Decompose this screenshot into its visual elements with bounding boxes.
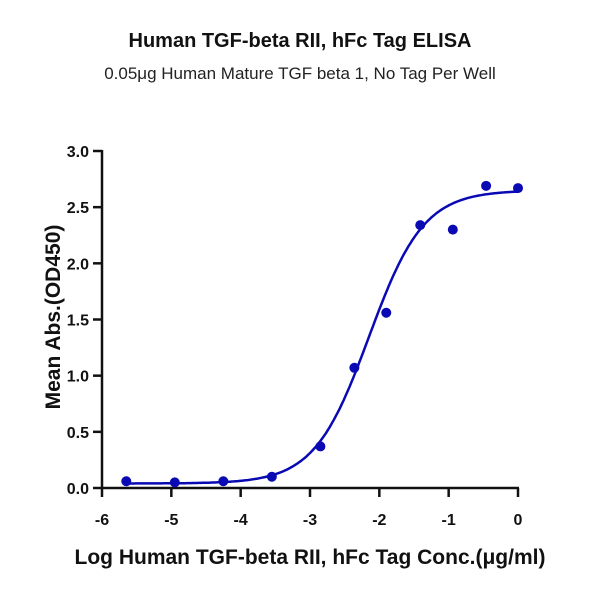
y-tick-label: 0.5 bbox=[67, 425, 89, 442]
data-point bbox=[481, 180, 492, 191]
chart-subtitle: 0.05μg Human Mature TGF beta 1, No Tag P… bbox=[104, 64, 496, 83]
data-point bbox=[121, 476, 132, 487]
data-point bbox=[447, 224, 458, 235]
data-point bbox=[266, 471, 277, 482]
x-tick-label: -2 bbox=[372, 512, 386, 529]
chart-title: Human TGF-beta RII, hFc Tag ELISA bbox=[128, 30, 472, 52]
y-tick-label: 0.0 bbox=[67, 481, 89, 498]
data-point bbox=[415, 220, 426, 231]
y-tick-label: 1.0 bbox=[67, 369, 89, 386]
x-axis-label: Log Human TGF-beta RII, hFc Tag Conc.(μg… bbox=[74, 546, 546, 569]
data-point bbox=[218, 476, 229, 487]
y-tick-label: 3.0 bbox=[67, 144, 89, 161]
data-point bbox=[169, 477, 180, 488]
fit-curve bbox=[126, 190, 519, 485]
x-tick-label: -5 bbox=[164, 512, 178, 529]
data-point bbox=[349, 362, 360, 373]
x-tick-label: 0 bbox=[514, 512, 523, 529]
y-axis-label: Mean Abs.(OD450) bbox=[42, 224, 65, 410]
data-point bbox=[381, 307, 392, 318]
data-point bbox=[513, 183, 523, 194]
y-tick-label: 2.0 bbox=[67, 256, 89, 273]
x-tick-label: -1 bbox=[442, 512, 456, 529]
y-tick-label: 1.5 bbox=[67, 313, 89, 330]
x-tick-label: -3 bbox=[303, 512, 317, 529]
x-tick-label: -6 bbox=[95, 512, 109, 529]
y-tick-label: 2.5 bbox=[67, 200, 89, 217]
data-point bbox=[315, 441, 326, 452]
x-tick-label: -4 bbox=[234, 512, 248, 529]
